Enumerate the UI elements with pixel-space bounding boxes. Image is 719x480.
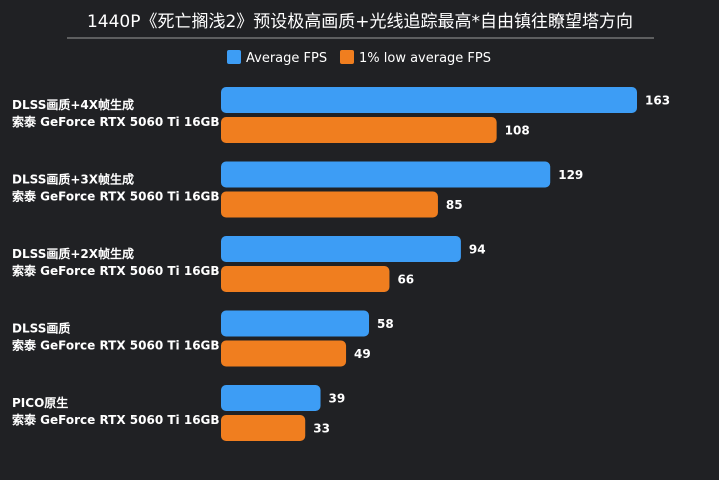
category-label-1-line2: 索泰 GeForce RTX 5060 Ti 16GB — [12, 114, 220, 129]
legend: Average FPS 1% low average FPS — [227, 50, 491, 66]
value-labels: 163 108 129 85 94 66 58 49 39 33 — [313, 94, 670, 436]
chart-title: 1440P《死亡搁浅2》预设极高画质+光线追踪最高*自由镇往瞭望塔方向 — [87, 12, 633, 32]
bars — [221, 87, 637, 441]
legend-swatch-2 — [340, 50, 354, 64]
value-label-4-low: 49 — [354, 347, 371, 361]
bar-1-average — [221, 87, 637, 113]
value-label-1-low: 108 — [505, 124, 530, 138]
legend-label-1: Average FPS — [246, 51, 327, 66]
category-label-5-line1: PICO原生 — [12, 395, 68, 410]
value-label-3-low: 66 — [397, 273, 414, 287]
category-label-2-line2: 索泰 GeForce RTX 5060 Ti 16GB — [12, 189, 220, 204]
legend-swatch-1 — [227, 50, 241, 64]
bar-3-low — [221, 266, 390, 292]
bar-4-average — [221, 310, 370, 337]
value-label-4-average: 58 — [377, 317, 394, 331]
value-label-3-average: 94 — [469, 243, 486, 257]
category-label-5-line2: 索泰 GeForce RTX 5060 Ti 16GB — [12, 412, 220, 427]
bar-2-average — [221, 161, 551, 188]
value-label-2-low: 85 — [446, 198, 463, 212]
value-label-1-average: 163 — [645, 94, 670, 108]
bar-3-average — [221, 236, 461, 262]
category-label-1-line1: DLSS画质+4X帧生成 — [12, 97, 134, 112]
bar-5-low — [221, 415, 306, 441]
bar-2-low — [221, 191, 438, 218]
value-label-5-average: 39 — [329, 392, 346, 406]
bar-4-low — [221, 340, 347, 367]
bar-1-low — [221, 117, 497, 143]
bar-5-average — [221, 385, 321, 411]
category-label-3-line1: DLSS画质+2X帧生成 — [12, 246, 134, 261]
value-label-5-low: 33 — [313, 422, 330, 436]
legend-label-2: 1% low average FPS — [359, 51, 491, 66]
category-label-2-line1: DLSS画质+3X帧生成 — [12, 172, 134, 187]
category-label-3-line2: 索泰 GeForce RTX 5060 Ti 16GB — [12, 263, 220, 278]
value-label-2-average: 129 — [558, 168, 583, 182]
category-label-4-line2: 索泰 GeForce RTX 5060 Ti 16GB — [12, 338, 220, 353]
category-label-4-line1: DLSS画质 — [12, 321, 70, 336]
